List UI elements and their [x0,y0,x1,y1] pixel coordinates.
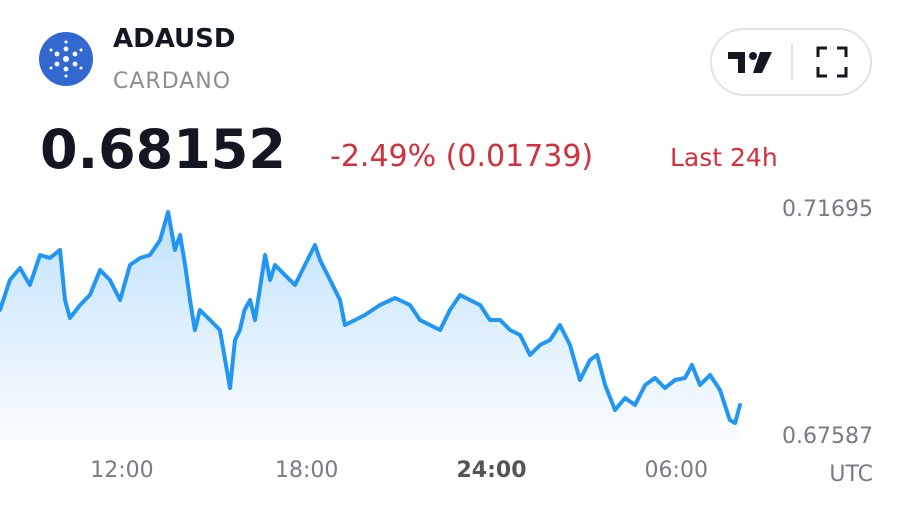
y-tick-label: 0.67587 [782,424,873,449]
line [0,210,742,425]
area [0,212,740,458]
plot: 0.71695 0.67587 12:00 18:00 24:00 06:00 UTC [0,197,873,487]
asset-name: CARDANO [113,69,231,94]
logo [39,32,93,86]
price: 0.68152 [40,118,286,181]
x-tick-label: 12:00 [90,458,153,483]
price-change: -2.49% (0.01739) [330,139,593,174]
tradingview-logo[interactable] [728,52,772,73]
toolbar [710,28,872,96]
fullscreen-button[interactable] [816,46,848,78]
x-axis-label: UTC [829,462,873,487]
x-tick-label: 18:00 [275,458,338,483]
y-tick-label: 0.71695 [782,197,873,222]
period: Last 24h [670,143,778,172]
symbol: ADAUSD [113,24,235,54]
x-tick-label: 06:00 [645,458,708,483]
x-tick-label: 24:00 [456,458,526,483]
